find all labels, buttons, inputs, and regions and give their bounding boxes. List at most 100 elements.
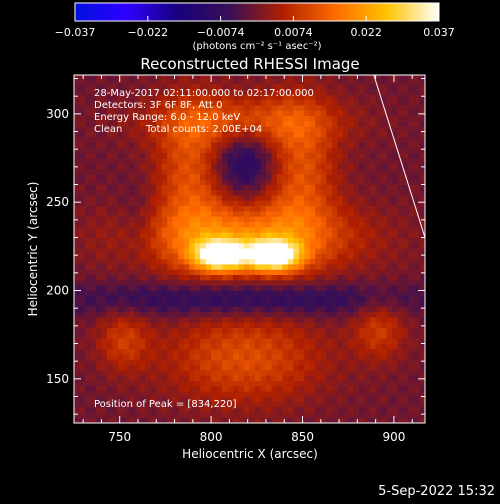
heatmap-cell bbox=[150, 248, 157, 254]
heatmap-cell bbox=[84, 269, 91, 276]
heatmap-cell bbox=[419, 189, 425, 196]
heatmap-cell bbox=[101, 115, 108, 122]
heatmap-cell bbox=[309, 237, 316, 244]
heatmap-cell bbox=[326, 120, 333, 127]
heatmap-cell bbox=[117, 131, 124, 138]
heatmap-cell bbox=[194, 391, 201, 397]
heatmap-cell bbox=[249, 99, 256, 106]
heatmap-cell bbox=[238, 163, 245, 170]
heatmap-cell bbox=[150, 200, 157, 207]
heatmap-cell bbox=[375, 248, 382, 254]
heatmap-cell bbox=[337, 385, 344, 392]
heatmap-cell bbox=[337, 126, 344, 132]
heatmap-cell bbox=[95, 258, 102, 265]
heatmap-cell bbox=[381, 253, 388, 260]
heatmap-cell bbox=[216, 385, 223, 392]
heatmap-cell bbox=[106, 75, 113, 79]
heatmap-cell bbox=[342, 327, 349, 334]
heatmap-cell bbox=[309, 163, 316, 170]
heatmap-cell bbox=[189, 322, 196, 329]
heatmap-cell bbox=[326, 163, 333, 170]
heatmap-cell bbox=[403, 375, 409, 381]
heatmap-cell bbox=[79, 301, 86, 307]
heatmap-cell bbox=[419, 375, 425, 381]
heatmap-cell bbox=[370, 396, 377, 403]
heatmap-cell bbox=[353, 226, 360, 233]
heatmap-cell bbox=[90, 269, 97, 276]
heatmap-cell bbox=[359, 221, 366, 228]
heatmap-cell bbox=[359, 78, 366, 85]
heatmap-cell bbox=[79, 290, 86, 297]
heatmap-cell bbox=[408, 142, 415, 148]
heatmap-cell bbox=[381, 221, 388, 228]
heatmap-cell bbox=[276, 110, 283, 117]
heatmap-cell bbox=[194, 105, 201, 111]
heatmap-cell bbox=[233, 242, 239, 249]
heatmap-cell bbox=[211, 216, 217, 223]
heatmap-cell bbox=[205, 407, 212, 413]
heatmap-cell bbox=[271, 370, 278, 376]
heatmap-cell bbox=[342, 348, 349, 355]
heatmap-cell bbox=[381, 142, 388, 148]
heatmap-cell bbox=[403, 354, 409, 360]
heatmap-cell bbox=[178, 158, 185, 164]
heatmap-cell bbox=[150, 142, 157, 148]
heatmap-cell bbox=[359, 131, 366, 138]
heatmap-cell bbox=[364, 179, 371, 185]
heatmap-cell bbox=[337, 306, 344, 313]
heatmap-cell bbox=[172, 152, 179, 159]
heatmap-cell bbox=[293, 173, 300, 180]
heatmap-cell bbox=[156, 332, 163, 339]
heatmap-cell bbox=[364, 359, 371, 366]
heatmap-cell bbox=[156, 75, 163, 79]
heatmap-cell bbox=[106, 115, 113, 122]
heatmap-cell bbox=[364, 75, 371, 79]
heatmap-cell bbox=[123, 274, 130, 281]
heatmap-cell bbox=[304, 142, 311, 148]
heatmap-cell bbox=[419, 327, 425, 334]
heatmap-cell bbox=[112, 200, 119, 207]
heatmap-cell bbox=[364, 248, 371, 254]
heatmap-cell bbox=[200, 332, 207, 339]
heatmap-cell bbox=[342, 205, 349, 212]
heatmap-cell bbox=[227, 290, 234, 297]
heatmap-cell bbox=[139, 295, 146, 302]
heatmap-cell bbox=[194, 338, 201, 344]
heatmap-cell bbox=[189, 142, 196, 148]
heatmap-cell bbox=[74, 332, 80, 339]
heatmap-cell bbox=[183, 295, 190, 302]
heatmap-cell bbox=[408, 332, 415, 339]
heatmap-cell bbox=[172, 258, 179, 265]
heatmap-cell bbox=[95, 332, 102, 339]
colorbar-strip bbox=[74, 2, 440, 22]
heatmap-cell bbox=[260, 380, 267, 387]
heatmap-cell bbox=[189, 168, 196, 175]
heatmap-cell bbox=[298, 232, 305, 238]
heatmap-cell bbox=[95, 158, 102, 164]
heatmap-cell bbox=[238, 311, 245, 318]
heatmap-cell bbox=[320, 147, 327, 154]
heatmap-cell bbox=[233, 179, 239, 185]
heatmap-cell bbox=[216, 332, 223, 339]
heatmap-cell bbox=[309, 120, 316, 127]
heatmap-cell bbox=[309, 370, 316, 376]
heatmap-cell bbox=[233, 322, 239, 329]
heatmap-cell bbox=[375, 189, 382, 196]
heatmap-cell bbox=[265, 232, 272, 238]
heatmap-cell bbox=[178, 195, 185, 201]
heatmap-cell bbox=[205, 322, 212, 329]
heatmap-cell bbox=[348, 343, 355, 350]
heatmap-cell bbox=[74, 370, 80, 376]
heatmap-cell bbox=[342, 163, 349, 170]
heatmap-cell bbox=[172, 370, 179, 376]
heatmap-cell bbox=[271, 179, 278, 185]
heatmap-cell bbox=[222, 94, 228, 101]
heatmap-cell bbox=[359, 269, 366, 276]
heatmap-cell bbox=[233, 380, 239, 387]
heatmap-cell bbox=[161, 375, 168, 381]
heatmap-cell bbox=[84, 142, 91, 148]
heatmap-cell bbox=[150, 242, 157, 249]
heatmap-cell bbox=[408, 221, 415, 228]
heatmap-cell bbox=[408, 401, 415, 408]
heatmap-cell bbox=[101, 242, 108, 249]
